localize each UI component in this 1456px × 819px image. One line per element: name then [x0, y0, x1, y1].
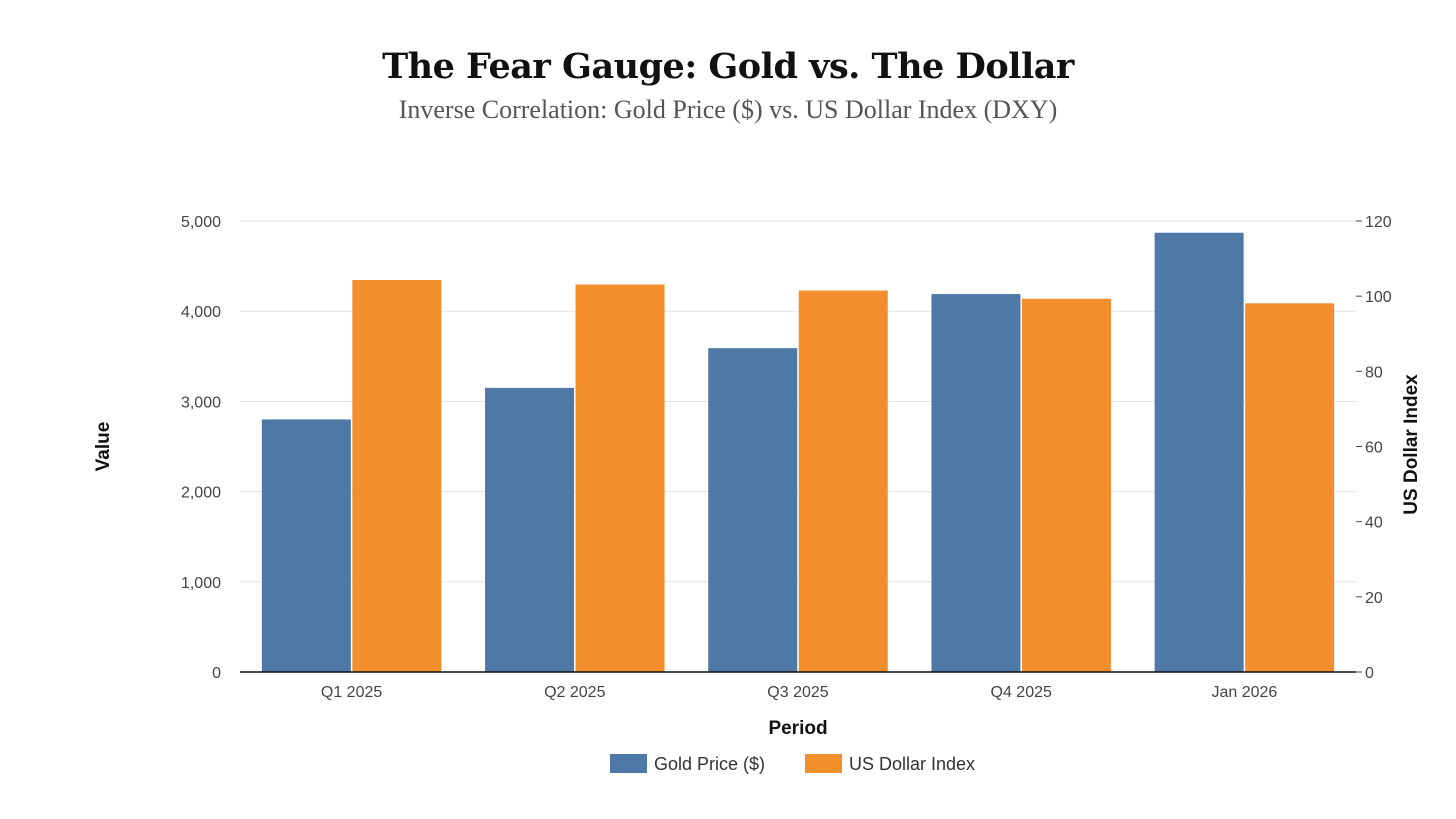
- bar-gold-price: [261, 419, 351, 672]
- y-tick-label: 4,000: [181, 304, 221, 321]
- legend-item-gold-price[interactable]: Gold Price ($): [610, 754, 765, 774]
- y-axis-title: Value: [93, 422, 114, 472]
- bar-us-dollar-index: [1245, 303, 1335, 672]
- legend-swatch: [805, 754, 842, 773]
- legend-item-us-dollar-index[interactable]: US Dollar Index: [805, 754, 975, 774]
- y2-tick-label: 20: [1365, 590, 1383, 607]
- x-axis-title: Period: [768, 718, 827, 739]
- bars: [261, 232, 1335, 672]
- y-tick-label: 0: [212, 665, 221, 682]
- axes: 0 1,000 2,000 3,000 4,000 5,000 0 20 40 60 80 100 12…: [93, 214, 1422, 739]
- y2-tick-label: 40: [1365, 515, 1383, 532]
- bar-us-dollar-index: [798, 290, 888, 672]
- y-tick-label: 5,000: [181, 214, 221, 231]
- x-tick-label: Q4 2025: [991, 684, 1052, 701]
- y2-tick-label: 100: [1365, 289, 1392, 306]
- y-tick-label: 2,000: [181, 485, 221, 502]
- x-tick-label: Q2 2025: [544, 684, 605, 701]
- bar-gold-price: [1154, 232, 1244, 672]
- y2-tick-label: 80: [1365, 364, 1383, 381]
- y2-axis-title: US Dollar Index: [1401, 374, 1422, 515]
- chart-title: The Fear Gauge: Gold vs. The Dollar: [382, 46, 1074, 87]
- bar-us-dollar-index: [1021, 298, 1111, 672]
- legend-label: US Dollar Index: [849, 754, 975, 774]
- bar-us-dollar-index: [575, 284, 665, 672]
- x-tick-label: Jan 2026: [1211, 684, 1277, 701]
- legend-label: Gold Price ($): [654, 754, 765, 774]
- bar-gold-price: [485, 387, 575, 672]
- y-tick-label: 3,000: [181, 394, 221, 411]
- bar-gold-price: [931, 294, 1021, 672]
- x-tick-label: Q3 2025: [767, 684, 828, 701]
- chart-subtitle: Inverse Correlation: Gold Price ($) vs. …: [398, 95, 1058, 124]
- y-tick-label: 1,000: [181, 575, 221, 592]
- bar-us-dollar-index: [352, 280, 442, 672]
- y2-tick-label: 60: [1365, 440, 1383, 457]
- x-tick-label: Q1 2025: [321, 684, 382, 701]
- legend[interactable]: Gold Price ($) US Dollar Index: [610, 754, 975, 774]
- bar-gold-price: [708, 348, 798, 672]
- y2-tick-label: 0: [1365, 665, 1374, 682]
- legend-swatch: [610, 754, 647, 773]
- y2-tick-label: 120: [1365, 214, 1392, 231]
